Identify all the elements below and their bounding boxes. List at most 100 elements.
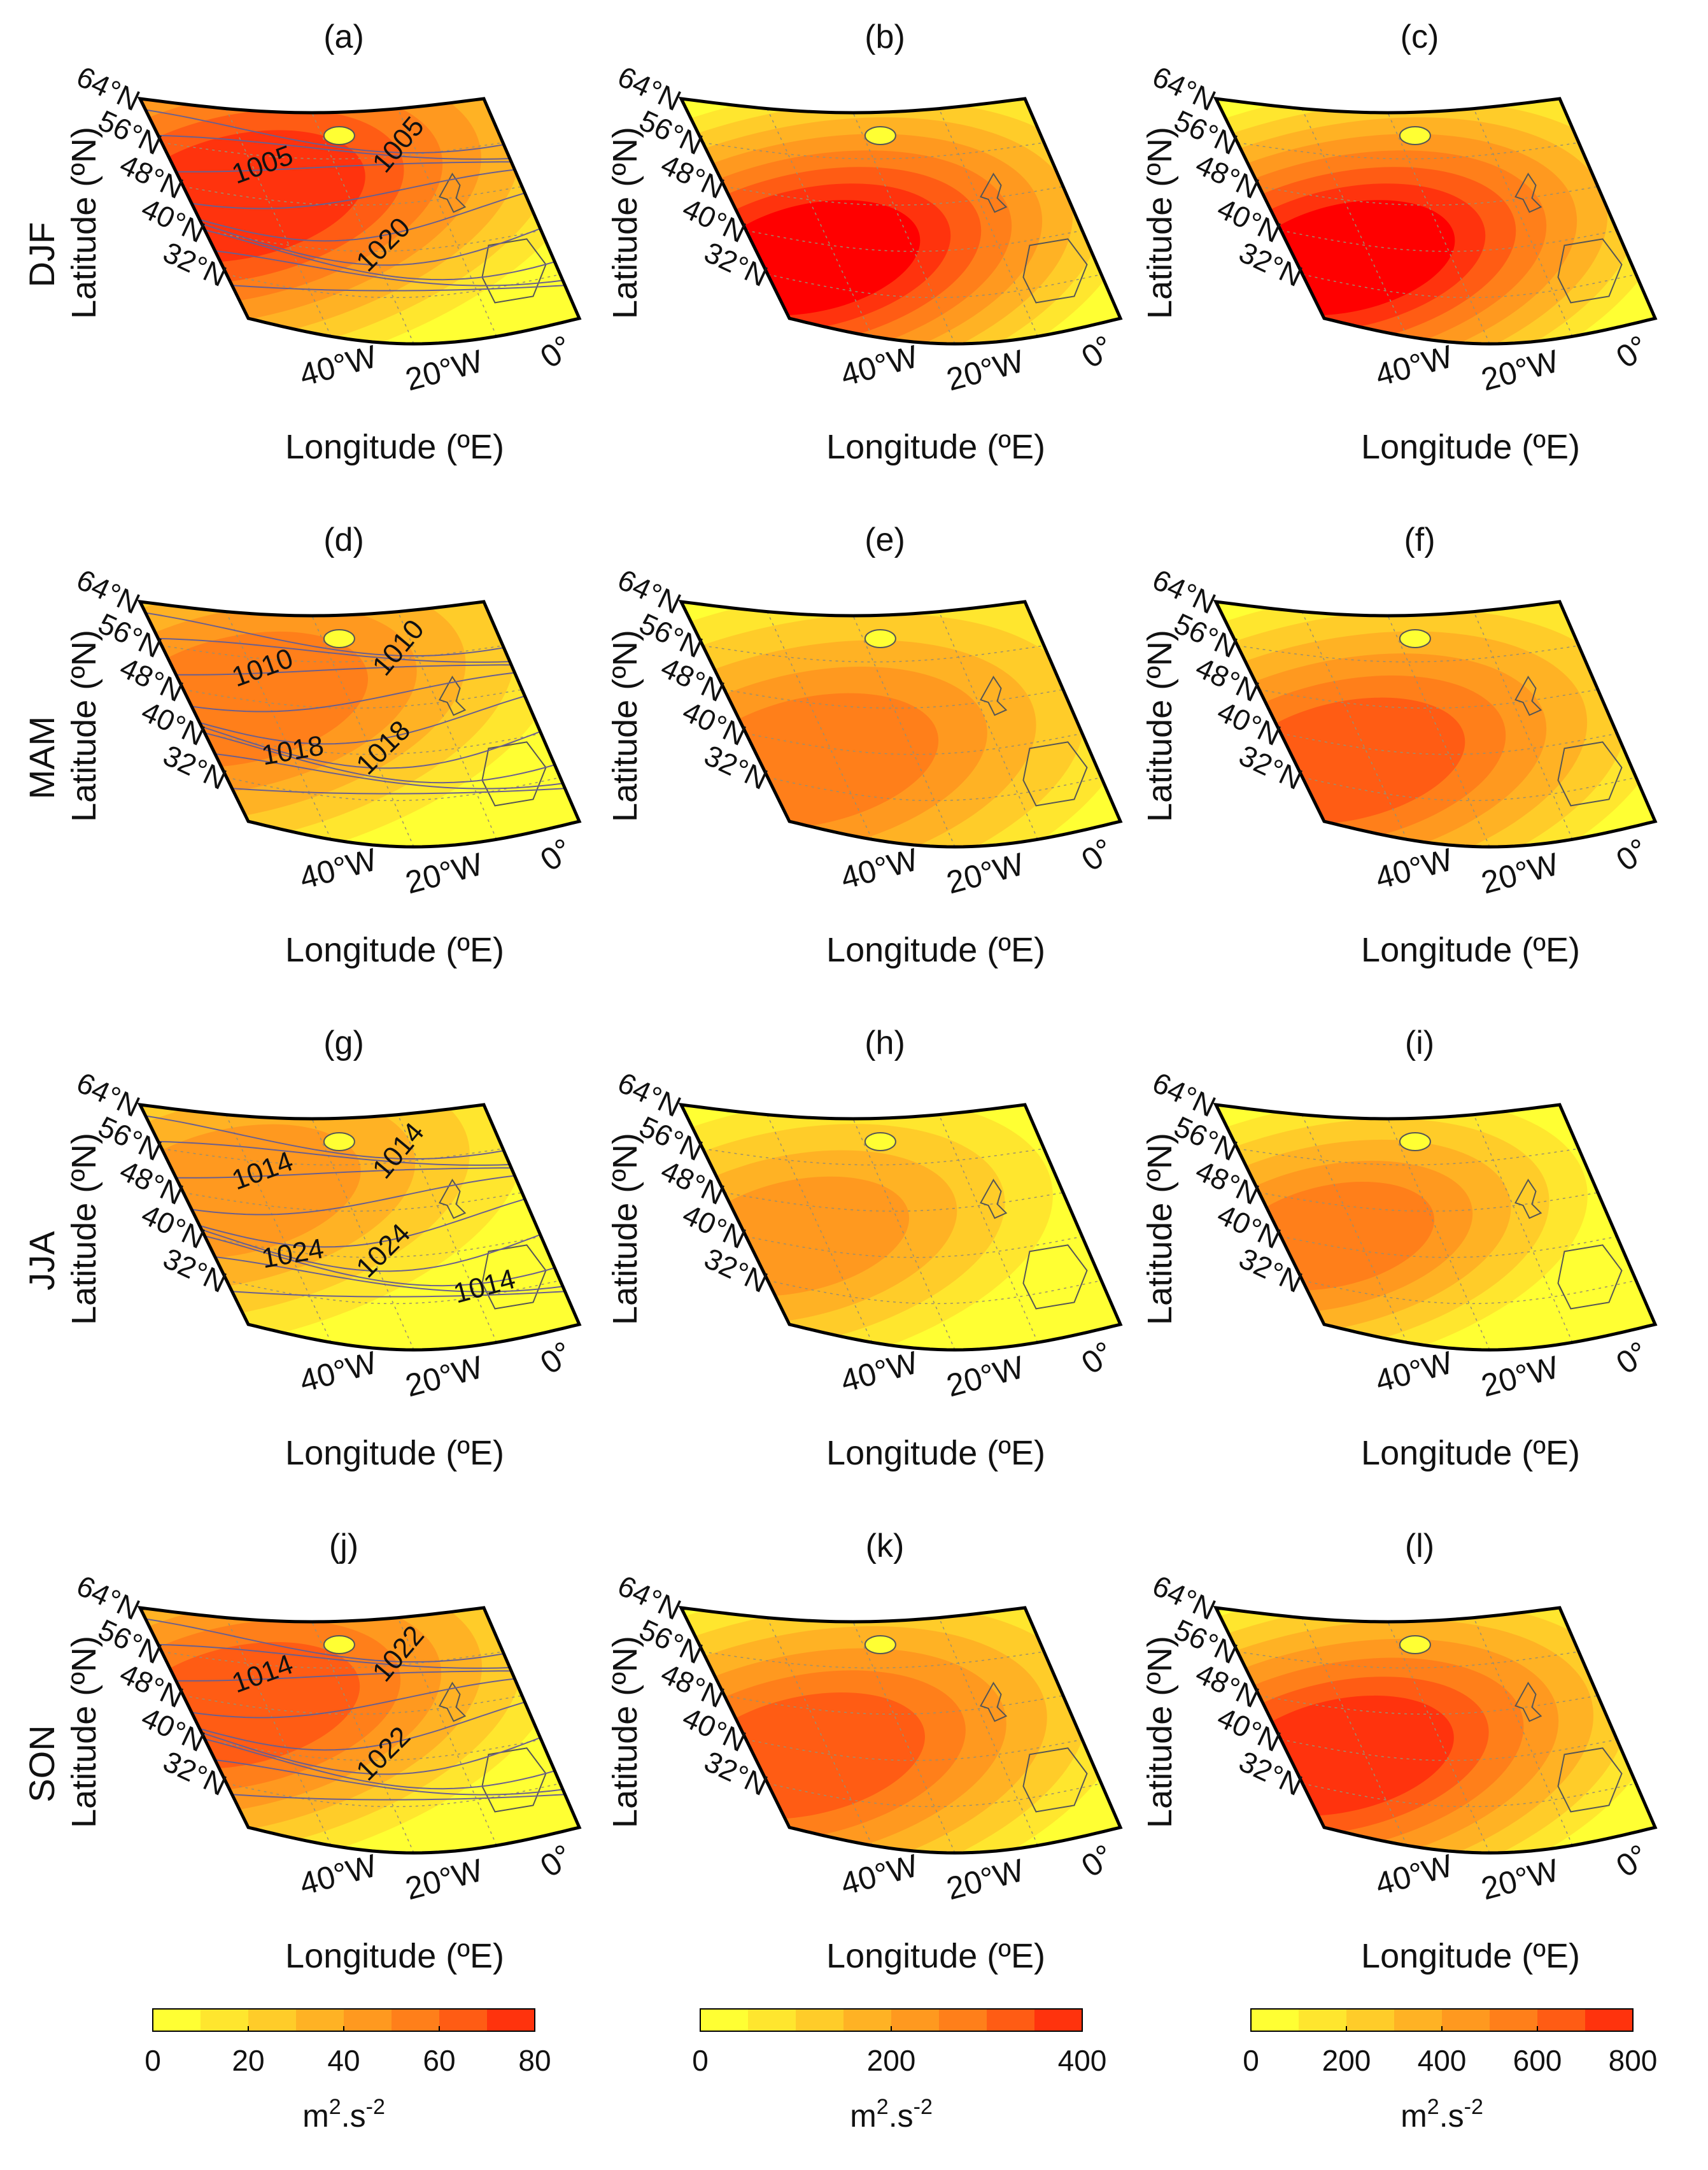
lon-tick-label: 0° <box>534 329 579 375</box>
graticule-line <box>1280 1236 1618 1258</box>
lon-tick-label: 0° <box>1610 1335 1655 1381</box>
graticule-line <box>1302 274 1637 299</box>
colorbar-swatch <box>392 2009 440 2031</box>
colorbar-swatch <box>344 2009 392 2031</box>
coastline <box>1514 173 1542 213</box>
lon-tick-label: 40°W <box>1372 841 1457 896</box>
isobar <box>215 1256 563 1293</box>
graticule-line <box>702 1148 1045 1166</box>
lon-tick-label: 40°W <box>1372 338 1457 393</box>
coastline <box>323 629 355 649</box>
lon-tick-label: 20°W <box>1478 1349 1563 1403</box>
lon-tick-label: 20°W <box>402 1349 487 1403</box>
colorbar-swatch <box>1251 2009 1299 2031</box>
y-axis-label: Latitude (ºN) <box>65 630 103 822</box>
isobar <box>191 672 515 713</box>
season-label: DJF <box>22 222 62 288</box>
colorbar-swatch <box>296 2009 344 2031</box>
x-axis-label: Longitude (ºE) <box>285 1937 504 1975</box>
map-panel: (g)1014 101410241024101464°N56°N48°N40°N3… <box>65 1025 582 1472</box>
season-label: JJA <box>22 1231 62 1291</box>
coastline <box>1557 741 1623 807</box>
graticule-line <box>767 1280 1102 1305</box>
y-axis-label: Latitude (ºN) <box>606 1636 644 1828</box>
graticule-line <box>226 274 561 299</box>
graticule-line <box>745 230 1083 252</box>
y-axis-label: Latitude (ºN) <box>65 1133 103 1325</box>
coastline <box>1022 741 1088 807</box>
lon-tick-label: 0° <box>534 832 579 878</box>
graticule-line <box>1237 1148 1579 1166</box>
colorbar-swatch <box>891 2009 940 2031</box>
isobar <box>158 1643 510 1669</box>
colorbar-swatch <box>1346 2009 1395 2031</box>
x-axis-label: Longitude (ºE) <box>285 931 504 969</box>
lon-tick-label: 20°W <box>943 1349 1028 1403</box>
panel-label: (f) <box>1404 521 1435 558</box>
graticule-line <box>161 1651 504 1669</box>
graticule-line <box>161 645 504 663</box>
coastline <box>1022 1244 1088 1310</box>
graticule-line <box>204 230 542 252</box>
colorbar-swatch <box>1299 2009 1347 2031</box>
colorbar-tick-label: 800 <box>1609 2044 1658 2077</box>
map-frame <box>1213 599 1658 849</box>
intensity-field <box>681 1105 1120 1350</box>
x-axis-label: Longitude (ºE) <box>285 428 504 466</box>
isobar <box>215 250 563 287</box>
colorbar-tick-label: 40 <box>327 2044 360 2077</box>
coastline <box>1399 1635 1431 1655</box>
map-panel: (d)1010 10101018101864°N56°N48°N40°N32°N4… <box>65 521 582 969</box>
colorbar-swatch <box>1585 2009 1634 2031</box>
graticule-line <box>204 1739 542 1761</box>
isobar <box>176 161 512 173</box>
colorbar-swatch <box>248 2009 297 2031</box>
panel-label: (j) <box>329 1528 358 1564</box>
graticule-line <box>1302 777 1637 802</box>
isobar <box>201 223 541 266</box>
colorbar-unit: m2.s-2 <box>1401 2095 1483 2134</box>
coastline <box>323 1635 355 1655</box>
lon-tick-label: 0° <box>1075 1838 1120 1884</box>
coastline <box>980 173 1008 213</box>
panel-label: (a) <box>323 18 364 55</box>
colorbar-swatch <box>843 2009 892 2031</box>
isobar <box>204 229 555 281</box>
coastline <box>864 1635 896 1655</box>
panel-label: (e) <box>865 521 905 558</box>
isobar <box>199 192 525 242</box>
colorbar-swatch <box>487 2009 535 2031</box>
lon-tick-label: 40°W <box>837 1847 922 1902</box>
graticule-line <box>1237 1651 1579 1669</box>
map-panel: (i)64°N56°N48°N40°N32°N40°W 20°W 0°Longitu… <box>1141 1025 1658 1472</box>
map-frame <box>1213 96 1658 346</box>
colorbar-swatch <box>987 2009 1035 2031</box>
graticule-line <box>852 1621 956 1853</box>
graticule-line <box>226 1783 561 1808</box>
graticule-line <box>767 1783 1102 1808</box>
map-panel: (b)64°N56°N48°N40°N32°N40°W 20°W 0°Longitu… <box>606 18 1123 466</box>
coastline <box>980 1682 1008 1722</box>
colorbar-swatch <box>1537 2009 1586 2031</box>
coastline <box>1022 1747 1088 1813</box>
isobar <box>145 612 504 657</box>
panel-label: (c) <box>1401 18 1439 55</box>
panel-label: (b) <box>865 18 905 55</box>
graticule-line <box>852 1118 956 1350</box>
coastline <box>1399 629 1431 649</box>
lon-tick-label: 20°W <box>1478 343 1563 397</box>
y-axis-label: Latitude (ºN) <box>65 1636 103 1828</box>
colorbar-swatch <box>796 2009 844 2031</box>
isobar <box>145 109 504 154</box>
graticule-line <box>852 112 956 344</box>
colorbar-swatch <box>1034 2009 1083 2031</box>
x-axis-label: Longitude (ºE) <box>826 1937 1045 1975</box>
isobar <box>199 1701 525 1751</box>
lon-tick-label: 20°W <box>943 1852 1028 1906</box>
coastline <box>439 1179 467 1219</box>
graticule-line <box>1237 142 1579 160</box>
x-axis-label: Longitude (ºE) <box>826 931 1045 969</box>
graticule-line <box>702 142 1045 160</box>
colorbar-unit: m2.s-2 <box>850 2095 933 2134</box>
